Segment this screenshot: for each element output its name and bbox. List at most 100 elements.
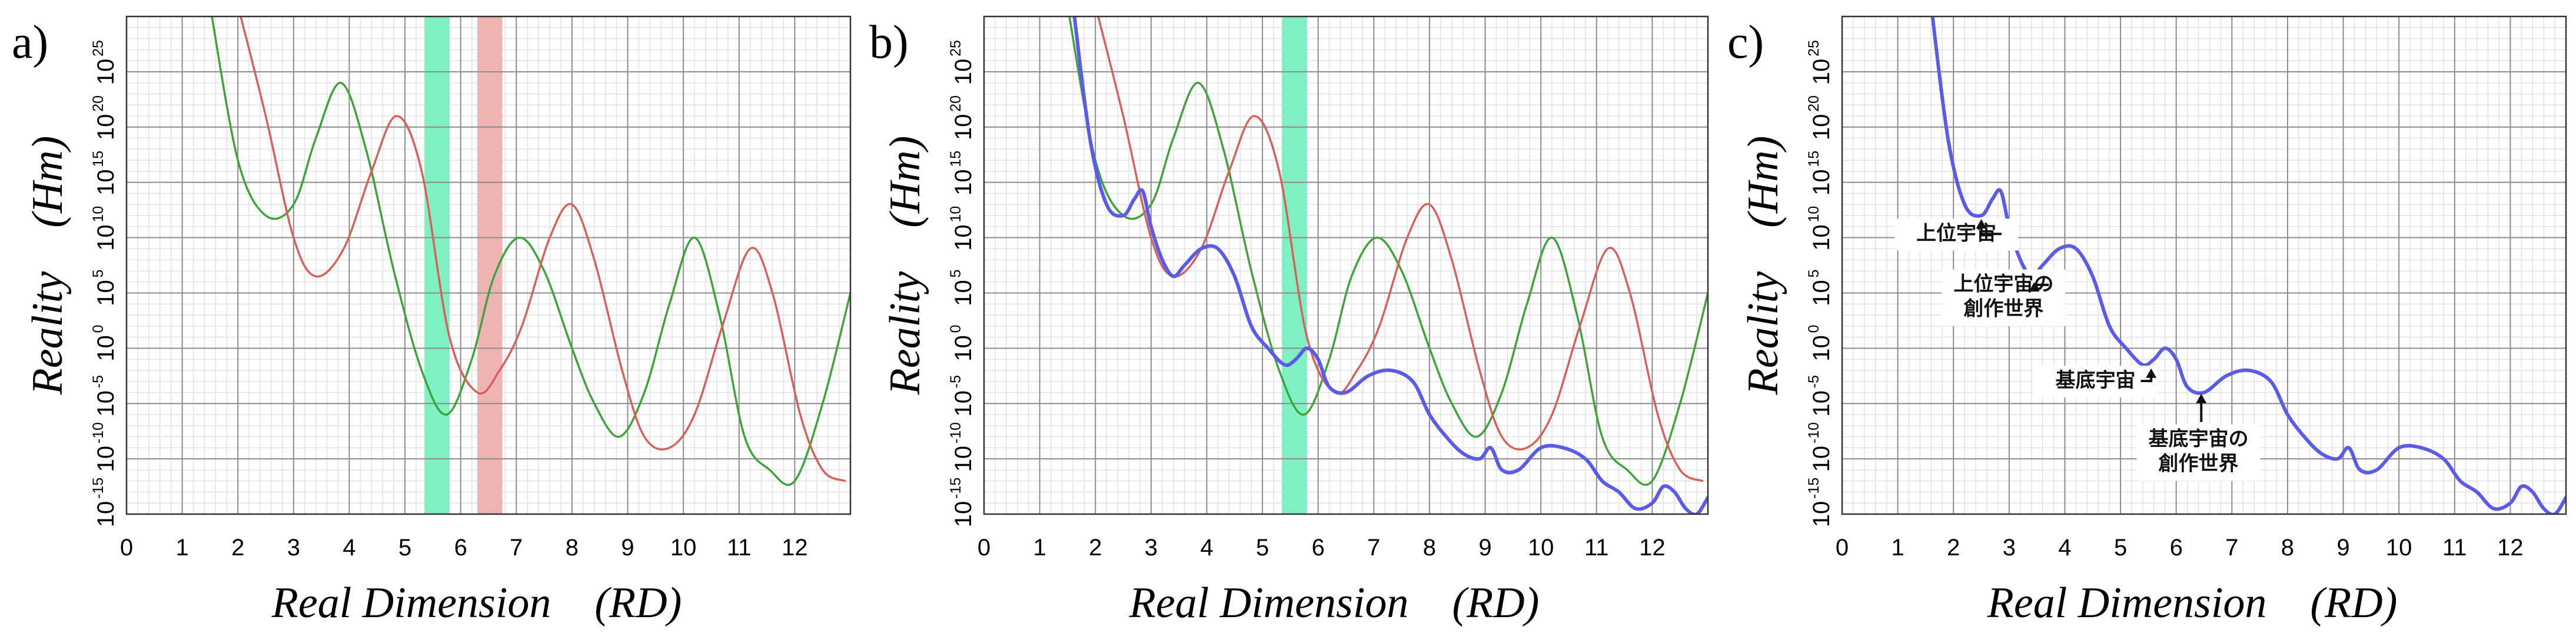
x-tick-label: 5: [398, 535, 411, 561]
y-tick-base: 10: [1809, 446, 1834, 472]
y-tick-base: 10: [1809, 335, 1834, 362]
y-tick-exponent: -10: [1806, 422, 1822, 443]
annotation-arrowhead: [2029, 282, 2040, 292]
y-tick-base: 10: [950, 114, 976, 141]
y-tick-base: 10: [950, 446, 976, 472]
series-line-blue: [1072, 16, 1708, 514]
x-tick-label: 3: [2003, 535, 2016, 561]
series-line-green: [1068, 16, 1708, 486]
y-tick-base: 10: [1809, 390, 1834, 417]
y-tick-label: 10-15: [90, 478, 119, 527]
y-tick-exponent: -10: [948, 422, 964, 443]
annotation-background: [2033, 366, 2158, 398]
x-tick-label: 10: [670, 535, 697, 561]
y-tick-base: 10: [950, 280, 976, 306]
x-tick-label: 9: [1478, 535, 1491, 561]
y-tick-base: 10: [950, 390, 976, 417]
annotation-1: 上位宇宙: [1894, 218, 2018, 251]
y-tick-base: 10: [1809, 280, 1834, 306]
x-tick-label: 11: [727, 535, 752, 561]
x-tick-label: 8: [2281, 535, 2294, 561]
plot-frame: [125, 15, 852, 515]
chart-panel-3: 0 1 2 3 4 5 6 7 8 9 10 11 1210-1510-1010-51001051010…: [1727, 15, 2567, 627]
y-tick-label: 105: [90, 270, 119, 306]
x-tick-label: 10: [1528, 535, 1554, 561]
y-tick-exponent: 0: [948, 324, 964, 333]
y-tick-exponent: 15: [948, 151, 964, 167]
annotation-text: 創作世界: [2159, 452, 2239, 476]
y-tick-label: 10-15: [948, 478, 976, 527]
y-axis-label: Reality (Hm): [24, 136, 72, 396]
series-line-red: [1097, 16, 1704, 482]
x-tick-label: 0: [1836, 535, 1849, 561]
y-tick-base: 10: [93, 114, 119, 141]
x-tick-label: 3: [1145, 535, 1158, 561]
x-tick-label: 2: [231, 535, 244, 561]
y-tick-exponent: 20: [90, 95, 107, 112]
annotation-text: 基底宇宙の: [2149, 428, 2249, 451]
y-tick-exponent: 25: [1806, 40, 1822, 57]
y-tick-exponent: 0: [90, 324, 107, 333]
y-axis-label: Reality (Hm): [1739, 136, 1787, 396]
y-tick-label: 100: [948, 324, 976, 361]
x-tick-label: 0: [120, 535, 133, 561]
x-tick-label: 7: [510, 535, 523, 561]
x-tick-label: 4: [2058, 535, 2071, 561]
y-tick-exponent: -5: [90, 375, 107, 388]
y-tick-base: 10: [950, 335, 976, 362]
x-tick-label: 9: [2336, 535, 2349, 561]
x-tick-label: 3: [287, 535, 300, 561]
series-line-green: [211, 16, 850, 486]
y-tick-base: 10: [950, 59, 976, 85]
y-tick-label: 10-5: [1806, 375, 1834, 416]
annotation-3: 基底宇宙: [2033, 366, 2158, 398]
x-tick-label: 6: [454, 535, 467, 561]
annotation-background: [2136, 424, 2261, 481]
y-tick-base: 10: [1809, 224, 1834, 251]
x-tick-label: 6: [2170, 535, 2183, 561]
panel-label: b): [869, 16, 909, 68]
y-tick-exponent: 15: [1806, 151, 1822, 167]
y-tick-exponent: -15: [1806, 478, 1822, 499]
y-tick-label: 100: [1806, 324, 1834, 361]
series-group: [1068, 16, 1708, 514]
plot-area: [984, 16, 1708, 514]
y-tick-base: 10: [1809, 114, 1834, 141]
x-tick-label: 1: [175, 535, 188, 561]
y-tick-base: 10: [93, 280, 119, 306]
y-tick-label: 10-5: [90, 375, 119, 416]
panel-label: a): [12, 16, 48, 68]
y-tick-label: 10-10: [948, 422, 976, 472]
y-tick-label: 100: [90, 324, 119, 361]
plot-frame: [1841, 15, 2567, 515]
y-tick-base: 10: [1809, 169, 1834, 196]
y-tick-exponent: 10: [90, 206, 107, 223]
annotation-arrowhead: [2146, 368, 2157, 378]
x-tick-label: 12: [782, 535, 808, 561]
y-tick-exponent: -15: [948, 478, 964, 499]
x-tick-label: 9: [621, 535, 634, 561]
x-tick-label: 7: [2225, 535, 2238, 561]
y-tick-label: 10-15: [1806, 478, 1834, 527]
y-tick-base: 10: [93, 390, 119, 417]
y-tick-base: 10: [950, 169, 976, 196]
y-tick-label: 10-10: [1806, 422, 1834, 472]
x-tick-label: 1: [1891, 535, 1904, 561]
annotation-background: [1942, 269, 2066, 326]
y-tick-exponent: -15: [90, 478, 107, 499]
y-tick-label: 10-10: [90, 422, 119, 472]
x-tick-label: 1: [1033, 535, 1046, 561]
y-tick-exponent: -10: [90, 422, 107, 443]
y-tick-base: 10: [93, 169, 119, 196]
x-tick-label: 11: [2442, 535, 2467, 561]
annotation-text: 基底宇宙: [2056, 369, 2136, 392]
